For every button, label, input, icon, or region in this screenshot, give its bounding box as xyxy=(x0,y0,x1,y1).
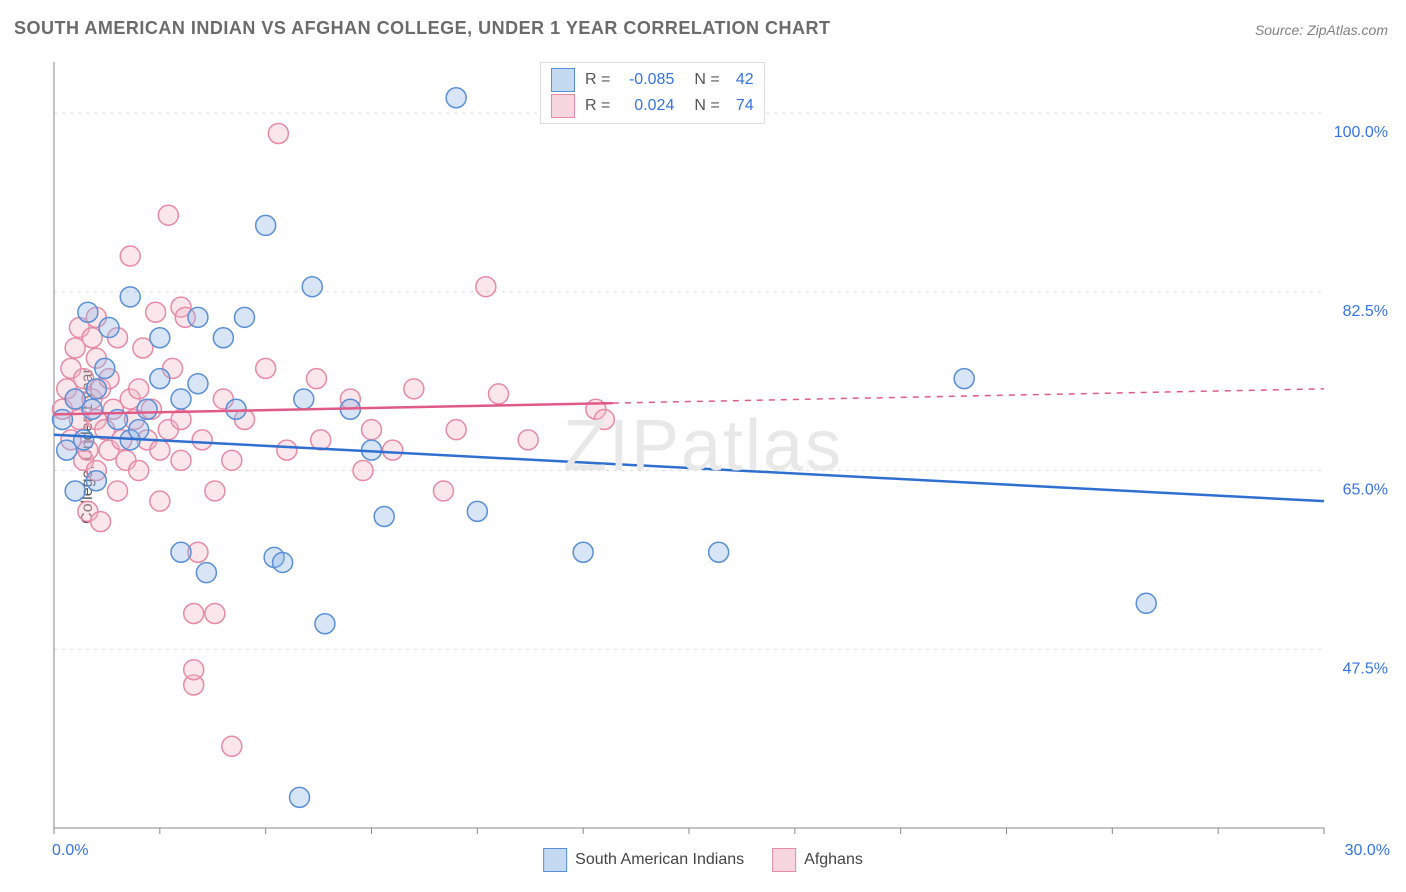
r-value: 0.024 xyxy=(616,93,674,119)
legend-item: South American Indians xyxy=(543,848,744,872)
x-tick-max: 30.0% xyxy=(1345,842,1390,860)
svg-text:100.0%: 100.0% xyxy=(1334,124,1388,141)
legend-swatch xyxy=(551,94,575,118)
scatter-plot-svg: 47.5% 65.0% 82.5% 100.0% xyxy=(48,58,1394,834)
source-attribution: Source: ZipAtlas.com xyxy=(1255,22,1388,38)
r-label: R = xyxy=(585,93,610,119)
legend-swatch xyxy=(551,68,575,92)
legend-label: South American Indians xyxy=(575,851,744,869)
svg-text:65.0%: 65.0% xyxy=(1343,482,1388,499)
stats-legend-row: R = -0.085 N = 42 xyxy=(551,67,754,93)
n-label: N = xyxy=(694,93,719,119)
r-value: -0.085 xyxy=(616,67,674,93)
n-label: N = xyxy=(694,67,719,93)
chart-plot-area: 47.5% 65.0% 82.5% 100.0% xyxy=(48,58,1394,834)
r-label: R = xyxy=(585,67,610,93)
legend-swatch xyxy=(543,848,567,872)
series-legend: South American Indians Afghans xyxy=(543,848,863,872)
n-value: 42 xyxy=(726,67,754,93)
stats-legend: R = -0.085 N = 42 R = 0.024 N = 74 xyxy=(540,62,765,124)
legend-label: Afghans xyxy=(804,851,863,869)
x-tick-min: 0.0% xyxy=(52,842,88,860)
n-value: 74 xyxy=(726,93,754,119)
svg-text:47.5%: 47.5% xyxy=(1343,660,1388,677)
svg-text:82.5%: 82.5% xyxy=(1343,303,1388,320)
legend-swatch xyxy=(772,848,796,872)
stats-legend-row: R = 0.024 N = 74 xyxy=(551,93,754,119)
legend-item: Afghans xyxy=(772,848,863,872)
chart-title: SOUTH AMERICAN INDIAN VS AFGHAN COLLEGE,… xyxy=(14,18,831,39)
